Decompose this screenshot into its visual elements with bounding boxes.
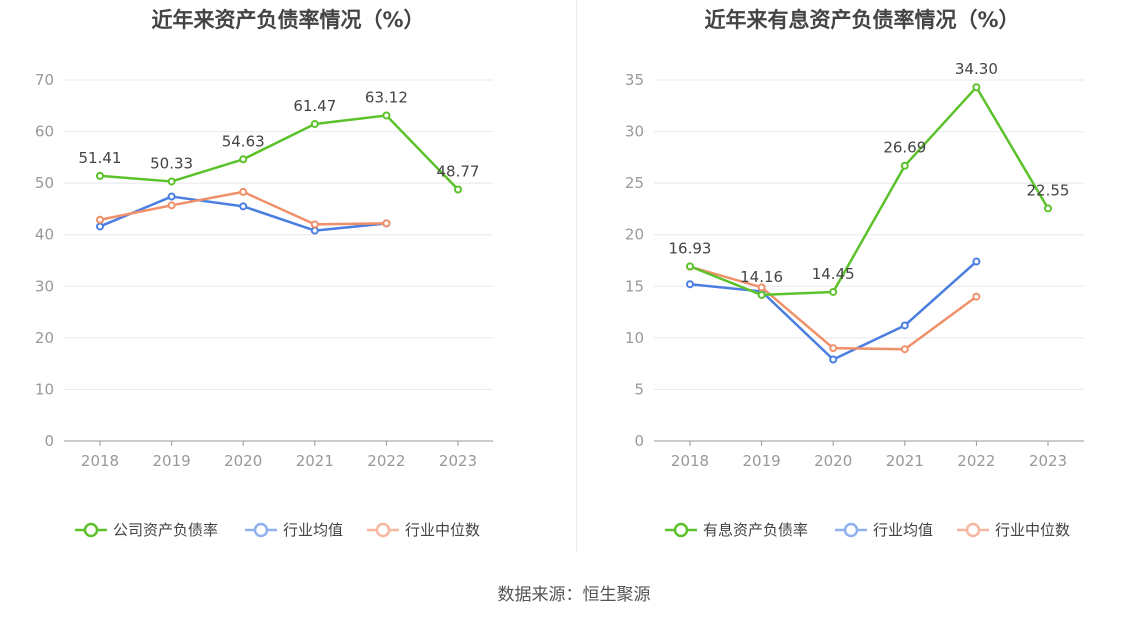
legend-label: 公司资产负债率 [113, 521, 218, 539]
data-point [686, 280, 694, 289]
data-point [900, 161, 909, 170]
data-point [900, 321, 909, 330]
data-label: 48.77 [437, 162, 480, 180]
data-point [382, 111, 391, 120]
series-line-0 [689, 85, 1050, 297]
y-tick-label: 20 [35, 329, 54, 347]
x-tick-label: 2021 [296, 452, 334, 470]
legend-label: 行业中位数 [995, 521, 1070, 539]
legend-label: 行业中位数 [405, 521, 480, 539]
legend-label: 行业均值 [873, 521, 933, 539]
x-tick-label: 2019 [743, 452, 781, 470]
x-tick-label: 2018 [671, 452, 709, 470]
y-tick-label: 70 [35, 71, 54, 89]
legend-marker [375, 522, 391, 538]
x-tick-label: 2018 [81, 452, 119, 470]
data-label: 51.41 [79, 149, 122, 167]
data-label: 54.63 [222, 132, 265, 150]
data-label: 61.47 [293, 97, 336, 115]
data-point [972, 83, 981, 92]
series-line-0 [99, 114, 459, 191]
y-tick-label: 60 [35, 123, 54, 141]
x-tick-label: 2019 [153, 452, 191, 470]
data-label: 14.16 [740, 268, 783, 286]
data-point [829, 287, 838, 296]
legend-marker [965, 522, 981, 538]
data-point [310, 220, 319, 229]
data-point [829, 344, 838, 353]
data-label: 63.12 [365, 88, 408, 106]
data-point [757, 283, 766, 292]
x-tick-label: 2023 [439, 452, 477, 470]
y-tick-label: 40 [35, 226, 54, 244]
data-point [686, 262, 694, 271]
data-label: 34.30 [955, 60, 998, 78]
data-point [96, 222, 104, 231]
data-point [900, 345, 909, 354]
data-point [239, 187, 248, 196]
data-point [382, 219, 391, 228]
data-label: 26.69 [883, 139, 926, 157]
x-tick-label: 2022 [367, 452, 405, 470]
series-line-1 [99, 195, 387, 232]
y-tick-label: 5 [634, 380, 644, 398]
x-tick-label: 2020 [814, 452, 852, 470]
legend-marker [253, 522, 269, 538]
y-tick-label: 25 [625, 174, 644, 192]
chart-divider [576, 0, 577, 552]
y-tick-label: 10 [625, 329, 644, 347]
left-chart-title: 近年来资产负债率情况（%） [151, 8, 425, 32]
data-point [310, 226, 319, 235]
data-label: 22.55 [1027, 181, 1070, 199]
chart-1: 0 5 10 15 20 25 30 35 2018 2019 2020 2021 2022 2023 16… [625, 60, 1084, 539]
x-tick-label: 2022 [957, 452, 995, 470]
data-label: 16.93 [669, 239, 712, 257]
legend-marker [673, 522, 689, 538]
data-point [972, 292, 981, 301]
y-tick-label: 0 [634, 432, 644, 450]
y-tick-label: 35 [625, 71, 644, 89]
data-point [829, 355, 838, 364]
legend-label: 行业均值 [283, 521, 343, 539]
data-point [310, 119, 319, 128]
legend-label: 有息资产负债率 [703, 521, 808, 539]
data-point [1044, 204, 1052, 213]
right-chart-title: 近年来有息资产负债率情况（%） [704, 8, 1020, 32]
data-label: 14.45 [812, 265, 855, 283]
data-point [167, 201, 176, 210]
data-point [972, 257, 981, 266]
x-tick-label: 2023 [1029, 452, 1067, 470]
chart-0: 0 10 20 30 40 50 60 70 2018 2019 2020 2021 2022 2023 5… [35, 71, 493, 539]
data-point [454, 185, 462, 194]
y-tick-label: 15 [625, 277, 644, 295]
data-point [167, 192, 176, 201]
y-tick-label: 30 [35, 277, 54, 295]
legend-marker [83, 522, 99, 538]
data-point [757, 290, 766, 299]
legend-marker [843, 522, 859, 538]
y-tick-label: 20 [625, 226, 644, 244]
data-point [96, 171, 104, 180]
x-tick-label: 2021 [886, 452, 924, 470]
y-tick-label: 50 [35, 174, 54, 192]
data-source: 数据来源：恒生聚源 [497, 585, 651, 605]
y-tick-label: 0 [44, 432, 54, 450]
y-tick-label: 30 [625, 123, 644, 141]
x-tick-label: 2020 [224, 452, 262, 470]
data-point [167, 177, 176, 186]
data-point [96, 215, 104, 224]
data-point [239, 202, 248, 211]
data-point [239, 155, 248, 164]
data-label: 50.33 [150, 154, 193, 172]
y-tick-label: 10 [35, 380, 54, 398]
